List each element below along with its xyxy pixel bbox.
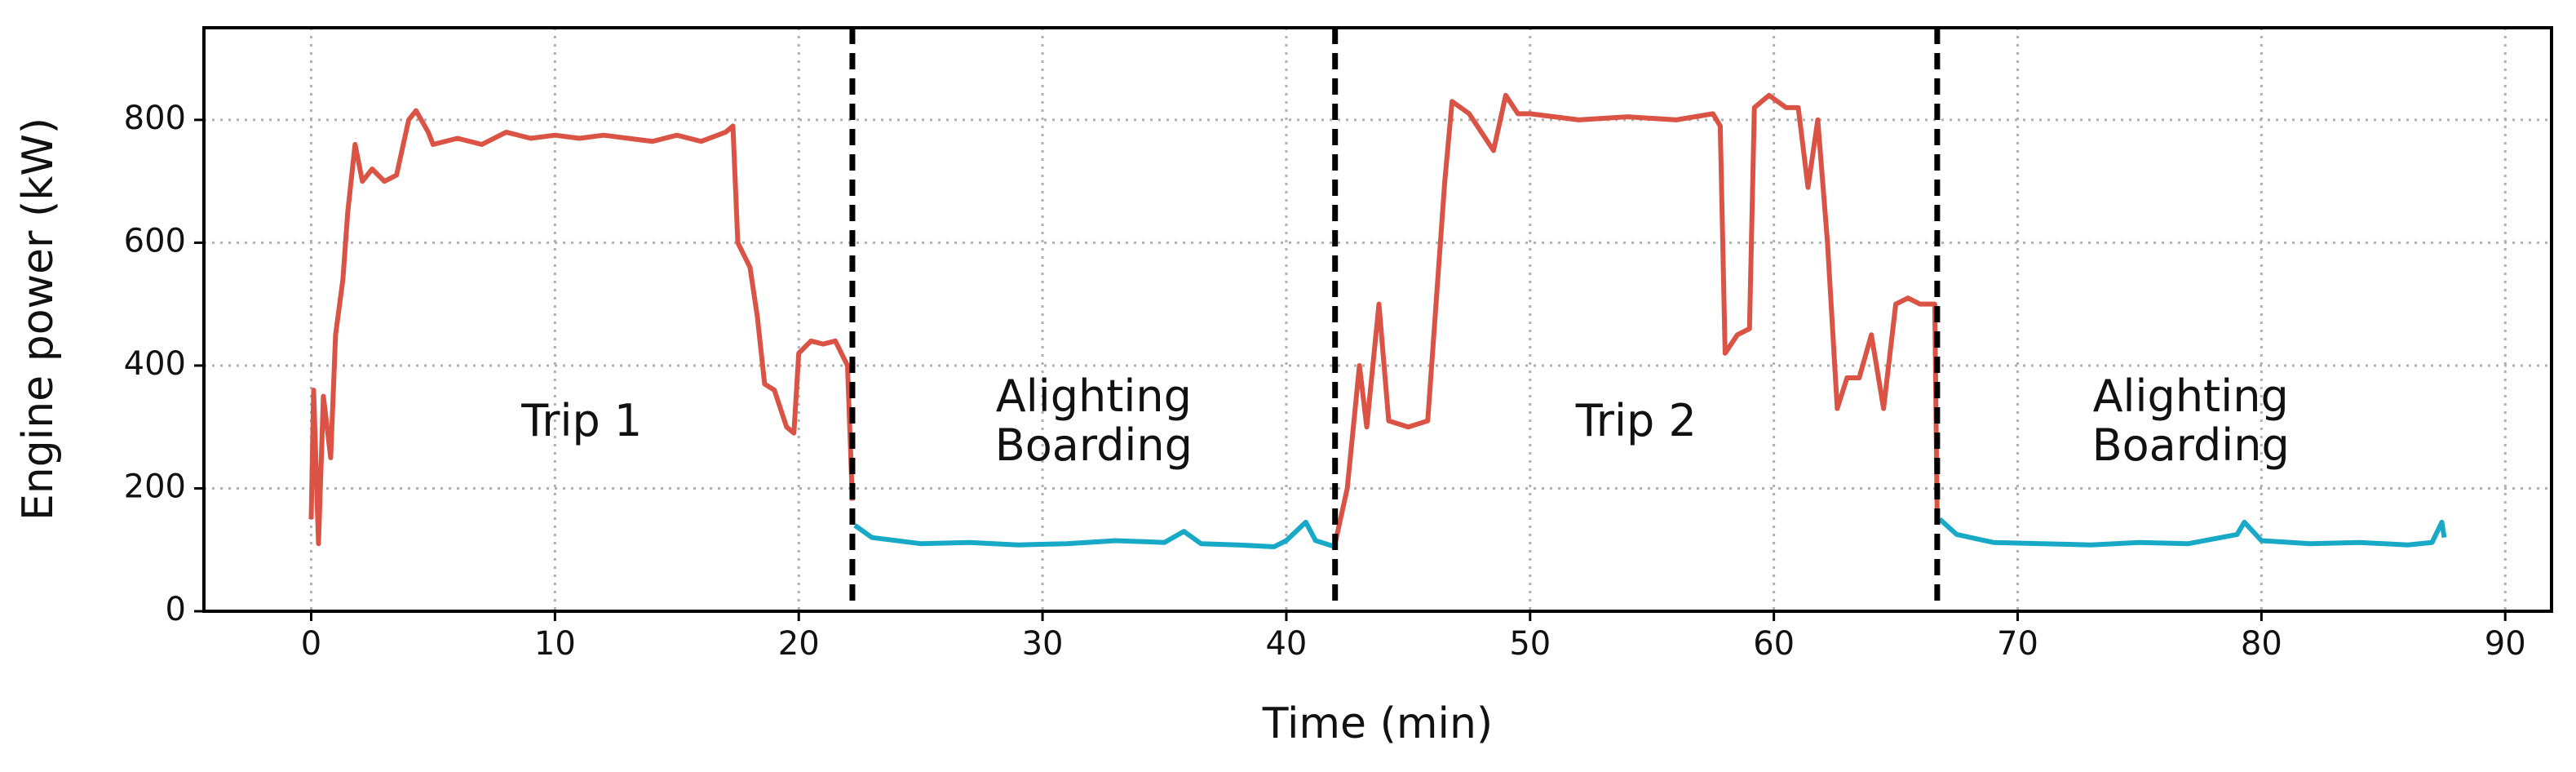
x-tick-label: 30 (1022, 625, 1064, 663)
phase-label: Boarding (2092, 419, 2290, 471)
series-line (308, 92, 1940, 547)
y-tick-label: 400 (124, 345, 186, 383)
x-tick-label: 80 (2241, 625, 2282, 663)
x-tick-label: 10 (534, 625, 576, 663)
y-tick-label: 0 (166, 591, 186, 628)
series-line (853, 517, 2447, 549)
y-tick-label: 200 (124, 468, 186, 505)
x-tick-label: 40 (1265, 625, 1307, 663)
phase-label: Boarding (995, 419, 1193, 471)
phase-label: Alighting (2093, 370, 2289, 422)
x-tick-label: 0 (301, 625, 321, 663)
y-tick-label: 800 (124, 100, 186, 137)
phase-label: Trip 2 (1575, 395, 1697, 446)
x-tick-label: 50 (1509, 625, 1551, 663)
phase-label: Trip 1 (520, 395, 642, 446)
x-axis-label: Time (min) (1262, 699, 1493, 748)
phase-label: Alighting (996, 370, 1192, 422)
y-tick-label: 600 (124, 222, 186, 260)
x-tick-label: 60 (1753, 625, 1795, 663)
x-tick-label: 70 (1997, 625, 2038, 663)
plot-frame (202, 26, 2553, 613)
y-axis-label: Engine power (kW) (14, 118, 63, 521)
x-tick-label: 90 (2485, 625, 2526, 663)
x-tick-label: 20 (778, 625, 820, 663)
